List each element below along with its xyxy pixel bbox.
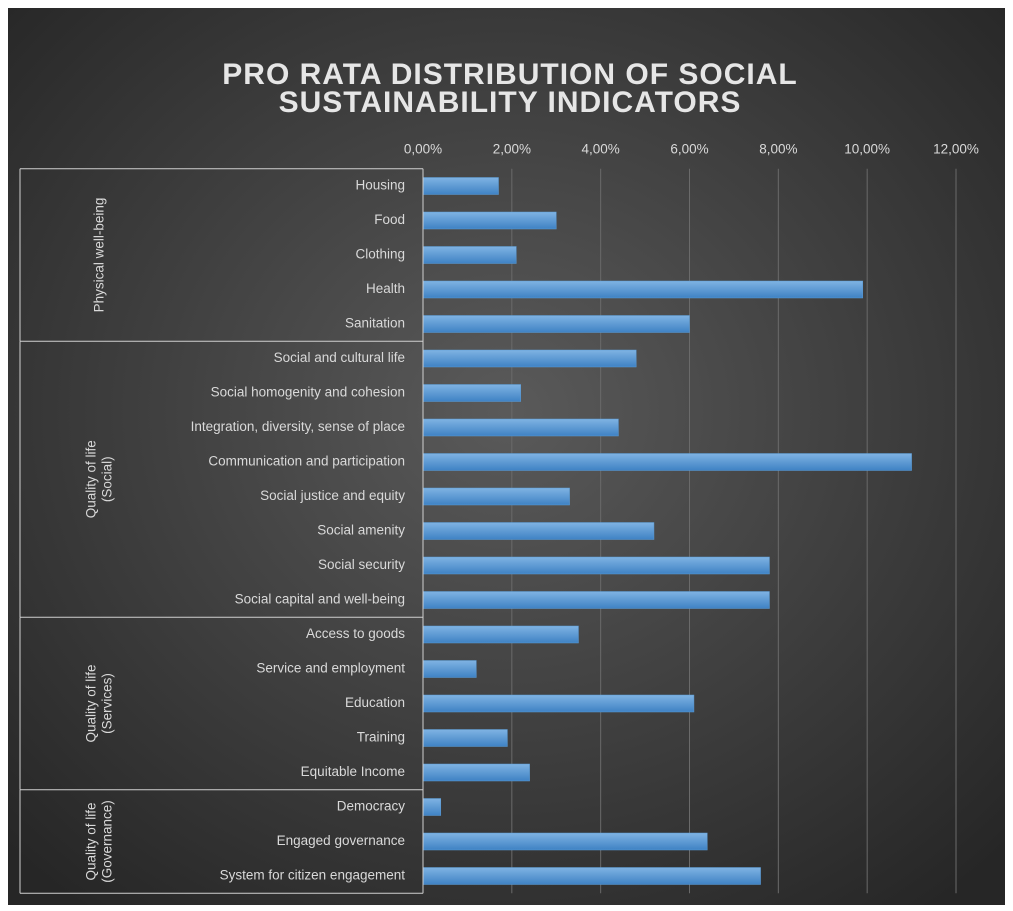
y-tick-label: Access to goods xyxy=(306,626,405,641)
chart-title: PRO RATA DISTRIBUTION OF SOCIAL xyxy=(222,58,797,91)
y-tick-label: Social security xyxy=(318,557,405,572)
group-label: (Social) xyxy=(100,456,115,502)
bar xyxy=(422,280,863,299)
bar xyxy=(422,246,517,264)
y-tick-label: Social capital and well-being xyxy=(235,592,405,607)
x-tick-label: 8,00% xyxy=(759,142,797,157)
bar xyxy=(422,660,477,678)
x-tick-label: 12,00% xyxy=(933,142,979,157)
x-tick-label: 0,00% xyxy=(404,142,442,157)
bar xyxy=(422,591,770,609)
x-tick-label: 2,00% xyxy=(493,142,531,157)
y-tick-label: Integration, diversity, sense of place xyxy=(191,419,405,434)
bar xyxy=(422,315,690,333)
group-label: Physical well-being xyxy=(92,198,107,313)
bar xyxy=(422,418,619,437)
bar xyxy=(422,625,579,644)
group-label: (Services) xyxy=(100,673,115,734)
group-label: (Governance) xyxy=(100,800,115,883)
y-tick-label: Service and employment xyxy=(256,661,405,676)
y-tick-label: Communication and participation xyxy=(208,454,405,469)
bar xyxy=(422,798,442,816)
y-tick-label: Food xyxy=(374,212,405,227)
bar xyxy=(422,867,761,885)
bar xyxy=(422,211,557,230)
x-tick-label: 4,00% xyxy=(582,142,620,157)
bar xyxy=(422,522,655,540)
bar xyxy=(422,349,637,368)
group-label: Quality of life xyxy=(84,664,99,742)
bar xyxy=(422,384,521,402)
y-tick-label: Education xyxy=(345,695,405,710)
y-tick-label: Social and cultural life xyxy=(274,350,405,365)
y-tick-label: Sanitation xyxy=(345,316,405,331)
group-label: Quality of life xyxy=(84,440,99,518)
y-tick-label: Housing xyxy=(355,178,405,193)
y-tick-label: Equitable Income xyxy=(301,764,405,779)
chart-title: SUSTAINABILITY INDICATORS xyxy=(279,86,742,119)
x-tick-label: 10,00% xyxy=(844,142,890,157)
bar xyxy=(422,729,508,747)
y-tick-label: Social homogenity and cohesion xyxy=(211,385,405,400)
y-tick-label: System for citizen engagement xyxy=(220,868,406,883)
y-tick-label: Social justice and equity xyxy=(260,488,405,503)
bar xyxy=(422,832,708,851)
y-tick-label: Training xyxy=(357,730,405,745)
x-tick-label: 6,00% xyxy=(670,142,708,157)
bar xyxy=(422,487,570,506)
bar xyxy=(422,177,499,195)
bar xyxy=(422,556,770,575)
bar xyxy=(422,453,912,471)
bar xyxy=(422,763,530,782)
y-tick-label: Clothing xyxy=(355,247,405,262)
group-label: Quality of life xyxy=(84,802,99,880)
y-tick-label: Health xyxy=(366,281,405,296)
bar xyxy=(422,694,695,713)
y-tick-label: Democracy xyxy=(337,799,406,814)
y-tick-label: Social amenity xyxy=(317,523,405,538)
y-tick-label: Engaged governance xyxy=(277,833,405,848)
